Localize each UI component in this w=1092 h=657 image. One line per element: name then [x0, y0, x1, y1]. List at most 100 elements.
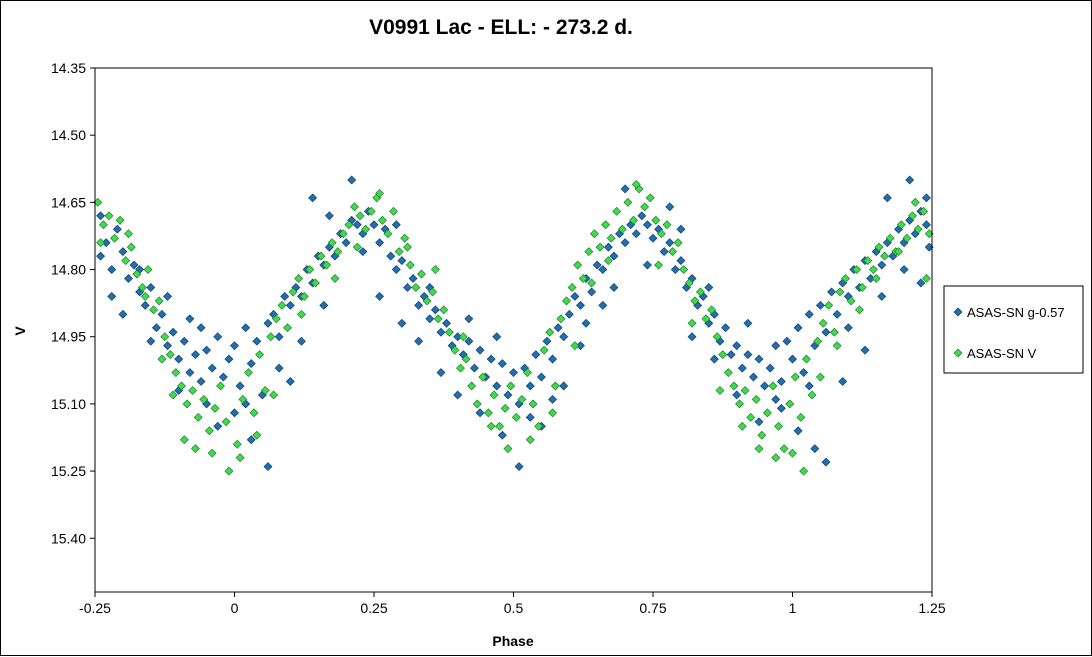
data-point — [737, 421, 747, 431]
data-point — [355, 211, 365, 221]
data-point — [581, 318, 591, 328]
data-point — [288, 287, 298, 297]
data-point — [523, 368, 532, 377]
data-point — [573, 260, 583, 270]
data-point — [642, 220, 652, 230]
data-point — [347, 175, 357, 185]
data-point — [341, 238, 351, 248]
data-point — [548, 354, 557, 364]
data-point — [723, 368, 733, 377]
data-point — [810, 444, 820, 454]
data-point — [475, 408, 485, 418]
data-point — [196, 377, 206, 386]
data-point — [721, 323, 730, 333]
data-point — [835, 287, 845, 297]
data-point — [319, 300, 329, 310]
data-point — [408, 274, 418, 283]
data-point — [375, 291, 385, 301]
y-tick-label: 15.40 — [51, 530, 86, 546]
data-point — [263, 318, 273, 328]
data-point — [637, 211, 647, 221]
data-point — [707, 305, 717, 315]
data-point — [737, 363, 747, 373]
data-point — [191, 444, 200, 454]
data-point — [598, 265, 608, 274]
data-point — [651, 215, 661, 225]
data-point — [832, 341, 842, 351]
data-point — [908, 211, 917, 221]
data-point — [863, 256, 873, 266]
data-point — [570, 341, 580, 351]
data-point — [771, 453, 781, 463]
data-point — [804, 309, 814, 319]
data-point — [255, 350, 265, 360]
data-point — [609, 251, 619, 261]
data-point — [877, 260, 887, 270]
data-point — [506, 381, 516, 391]
data-point — [140, 300, 150, 310]
data-point — [146, 336, 156, 346]
data-point — [263, 462, 273, 472]
data-point — [548, 408, 557, 418]
data-point — [436, 327, 446, 337]
data-point — [676, 224, 686, 234]
y-tick-label: 14.35 — [51, 60, 86, 76]
data-point — [648, 233, 658, 243]
data-point — [601, 220, 610, 230]
data-point — [154, 296, 164, 306]
data-point — [163, 291, 172, 301]
data-point — [860, 345, 870, 355]
data-point — [224, 354, 234, 364]
data-point — [785, 399, 795, 409]
data-point — [218, 372, 228, 382]
data-point — [213, 421, 223, 431]
data-point — [640, 202, 650, 212]
data-point — [400, 233, 410, 243]
data-point — [659, 247, 669, 257]
y-tick-label: 14.50 — [51, 127, 86, 143]
data-point — [774, 421, 783, 431]
data-point — [919, 206, 929, 216]
data-point — [570, 291, 580, 301]
data-point — [670, 265, 680, 274]
data-point — [679, 265, 689, 274]
data-point — [804, 381, 814, 391]
data-point — [509, 368, 518, 377]
data-point — [104, 211, 114, 221]
data-point — [467, 381, 477, 391]
x-tick-label: 0 — [231, 600, 239, 616]
data-point — [96, 211, 106, 221]
data-point — [110, 233, 119, 243]
data-point — [269, 390, 278, 400]
data-point — [846, 296, 856, 306]
data-point — [442, 318, 451, 328]
data-point — [305, 265, 315, 274]
data-point — [712, 332, 722, 342]
series-1 — [93, 180, 934, 476]
data-point — [230, 341, 239, 351]
data-point — [149, 305, 159, 315]
data-point — [383, 229, 393, 239]
data-point — [807, 390, 817, 400]
x-axis-title: Phase — [492, 633, 533, 649]
data-point — [743, 350, 753, 360]
data-point — [386, 251, 396, 261]
data-point — [191, 350, 200, 360]
data-point — [882, 193, 892, 203]
data-point — [749, 372, 758, 382]
data-point — [207, 448, 217, 458]
data-point — [598, 300, 608, 310]
data-point — [511, 412, 521, 422]
data-point — [740, 386, 750, 395]
data-point — [877, 291, 887, 301]
data-point — [587, 287, 597, 297]
data-point — [352, 242, 362, 252]
data-point — [185, 314, 195, 324]
data-point — [414, 300, 424, 310]
data-point — [375, 238, 385, 248]
data-point — [790, 372, 800, 382]
data-point — [673, 238, 683, 248]
data-point — [885, 233, 895, 243]
data-point — [486, 354, 496, 364]
